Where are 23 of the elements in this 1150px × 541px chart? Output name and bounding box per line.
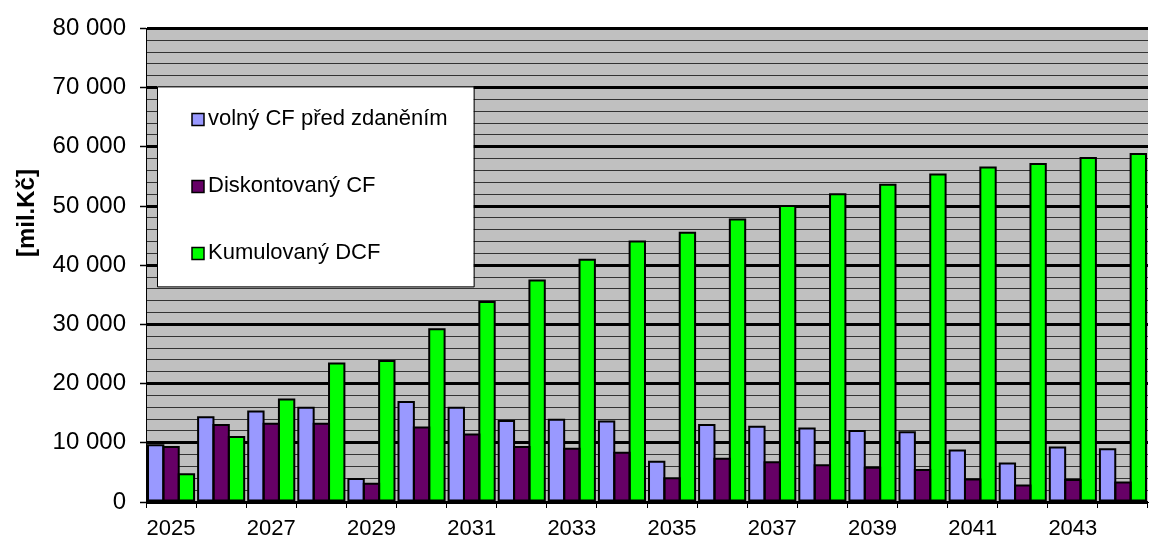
- y-tick-label: 60 000: [52, 131, 126, 159]
- y-tick-label: 40 000: [52, 249, 126, 277]
- x-tick-label: 2041: [948, 515, 998, 541]
- y-tick-label: 70 000: [52, 72, 126, 100]
- y-tick-label: 20 000: [52, 368, 126, 396]
- y-tick-label: 30 000: [52, 309, 126, 337]
- x-tick-label: 2039: [847, 515, 897, 541]
- x-tick-label: 2037: [747, 515, 797, 541]
- legend-label: Kumulovaný DCF: [208, 239, 381, 265]
- x-tick-label: 2043: [1048, 515, 1098, 541]
- y-tick-label: 10 000: [52, 427, 126, 455]
- legend-label: volný CF před zdaněním: [208, 105, 448, 131]
- y-tick-label: 50 000: [52, 190, 126, 218]
- x-tick-label: 2029: [346, 515, 396, 541]
- legend-label: Diskontovaný CF: [208, 172, 376, 198]
- x-tick-label: 2033: [547, 515, 597, 541]
- x-tick-label: 2031: [447, 515, 497, 541]
- x-tick-label: 2025: [146, 515, 196, 541]
- y-tick-label: 0: [112, 486, 126, 514]
- x-tick-label: 2035: [647, 515, 697, 541]
- x-tick-label: 2027: [246, 515, 296, 541]
- y-tick-label: 80 000: [52, 13, 126, 41]
- y-axis-title: [mil.Kč]: [11, 169, 39, 258]
